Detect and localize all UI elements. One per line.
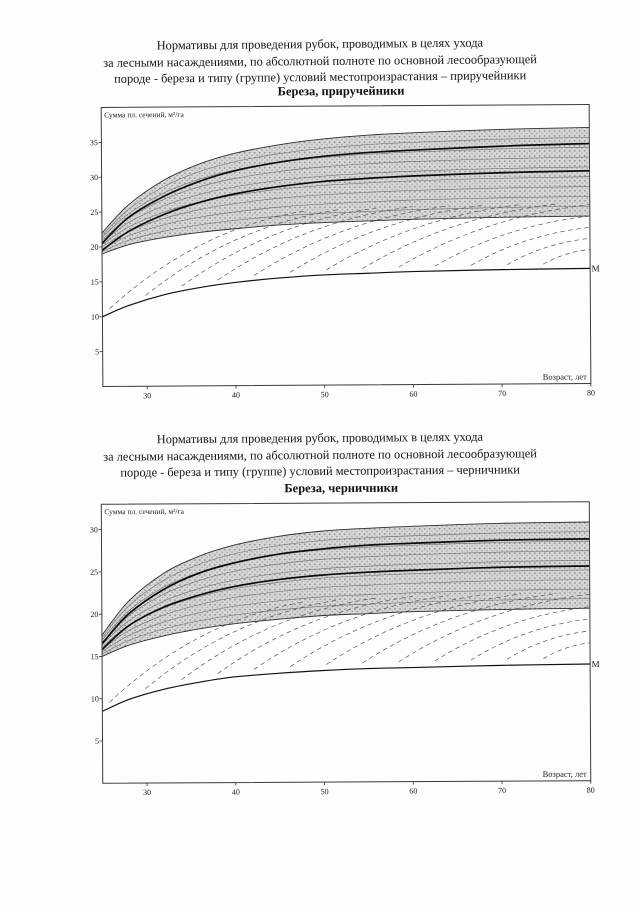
section-1-heading: Нормативы для проведения рубок, проводим… xyxy=(30,33,610,88)
svg-text:30: 30 xyxy=(90,173,98,182)
svg-text:40: 40 xyxy=(232,788,240,797)
svg-text:50: 50 xyxy=(321,390,329,399)
chart-block-priruchejniki: Береза, приручейники М 30 40 50 60 70 80 5 10 15 2… xyxy=(83,82,601,402)
svg-text:50: 50 xyxy=(321,787,329,796)
svg-text:20: 20 xyxy=(90,610,98,619)
svg-text:60: 60 xyxy=(409,787,417,796)
svg-text:80: 80 xyxy=(587,388,595,397)
svg-text:30: 30 xyxy=(90,525,98,534)
svg-text:Возраст, лет: Возраст, лет xyxy=(543,372,587,382)
chart-canvas: М 30 40 50 60 70 80 5 10 15 20 25 30 Сумма пл. сечени… xyxy=(90,501,600,797)
chart-title: Береза, приручейники xyxy=(277,83,405,99)
svg-text:70: 70 xyxy=(498,786,506,795)
section-2-heading: Нормативы для проведения рубок, проводим… xyxy=(30,428,610,482)
svg-text:10: 10 xyxy=(91,695,99,704)
svg-text:70: 70 xyxy=(498,389,506,398)
chart-block-chernichniki: Береза, черничники М 30 40 50 60 70 80 5 10 15 20 2… xyxy=(83,480,601,800)
svg-text:15: 15 xyxy=(91,652,99,661)
svg-text:25: 25 xyxy=(90,568,98,577)
svg-text:М: М xyxy=(592,263,600,273)
svg-text:20: 20 xyxy=(90,243,98,252)
svg-text:5: 5 xyxy=(95,737,99,746)
svg-text:Сумма пл. сечений, м²/га: Сумма пл. сечений, м²/га xyxy=(104,110,184,119)
svg-text:35: 35 xyxy=(90,138,98,147)
svg-text:40: 40 xyxy=(232,391,240,400)
chart-title: Береза, черничники xyxy=(284,480,399,496)
svg-text:5: 5 xyxy=(95,347,99,356)
svg-text:60: 60 xyxy=(409,390,417,399)
svg-text:Возраст, лет: Возраст, лет xyxy=(543,769,587,779)
svg-text:10: 10 xyxy=(91,313,99,322)
svg-text:30: 30 xyxy=(143,788,151,797)
svg-text:30: 30 xyxy=(143,391,151,400)
svg-text:Сумма пл. сечений, м²/га: Сумма пл. сечений, м²/га xyxy=(104,507,184,516)
chart-canvas: М 30 40 50 60 70 80 5 10 15 20 25 30 35 Сумма пл. сече… xyxy=(90,103,600,400)
svg-text:15: 15 xyxy=(91,278,99,287)
svg-text:80: 80 xyxy=(587,786,595,795)
svg-text:25: 25 xyxy=(90,208,98,217)
svg-text:М: М xyxy=(592,659,600,669)
